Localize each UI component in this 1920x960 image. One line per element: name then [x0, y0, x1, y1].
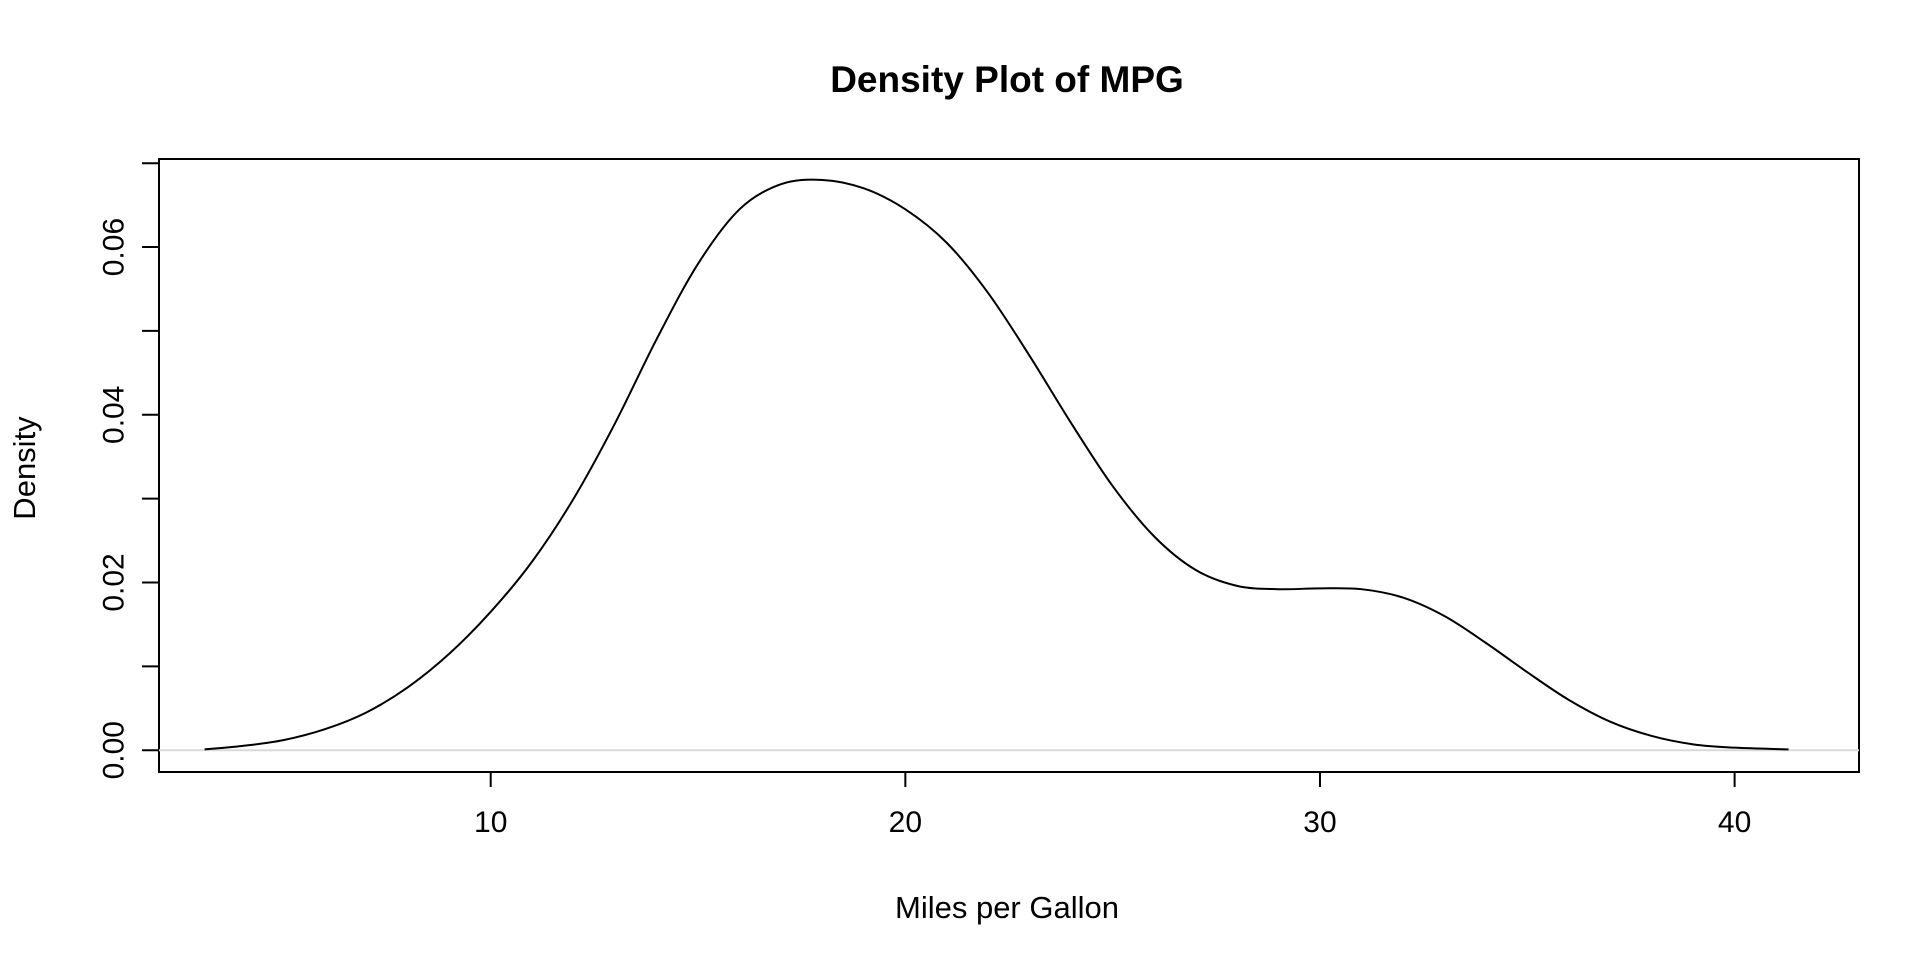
y-tick-label: 0.06	[98, 218, 131, 276]
y-tick-label: 0.04	[98, 386, 131, 444]
x-tick-label: 10	[474, 806, 507, 839]
chart-marks: 10 20 30 40 0.00 0.02 0.04 0.06	[98, 162, 1859, 839]
x-tick-label: 20	[889, 806, 922, 839]
plot-frame	[158, 158, 1860, 773]
y-tick-label: 0.00	[98, 721, 131, 779]
y-tick-label: 0.02	[98, 553, 131, 611]
y-axis-label: Density	[7, 416, 42, 520]
x-tick-label: 40	[1718, 806, 1751, 839]
density-line	[204, 178, 1789, 751]
chart-title: Density Plot of MPG	[830, 59, 1184, 100]
x-tick-label: 30	[1303, 806, 1336, 839]
x-axis-label: Miles per Gallon	[895, 890, 1119, 925]
